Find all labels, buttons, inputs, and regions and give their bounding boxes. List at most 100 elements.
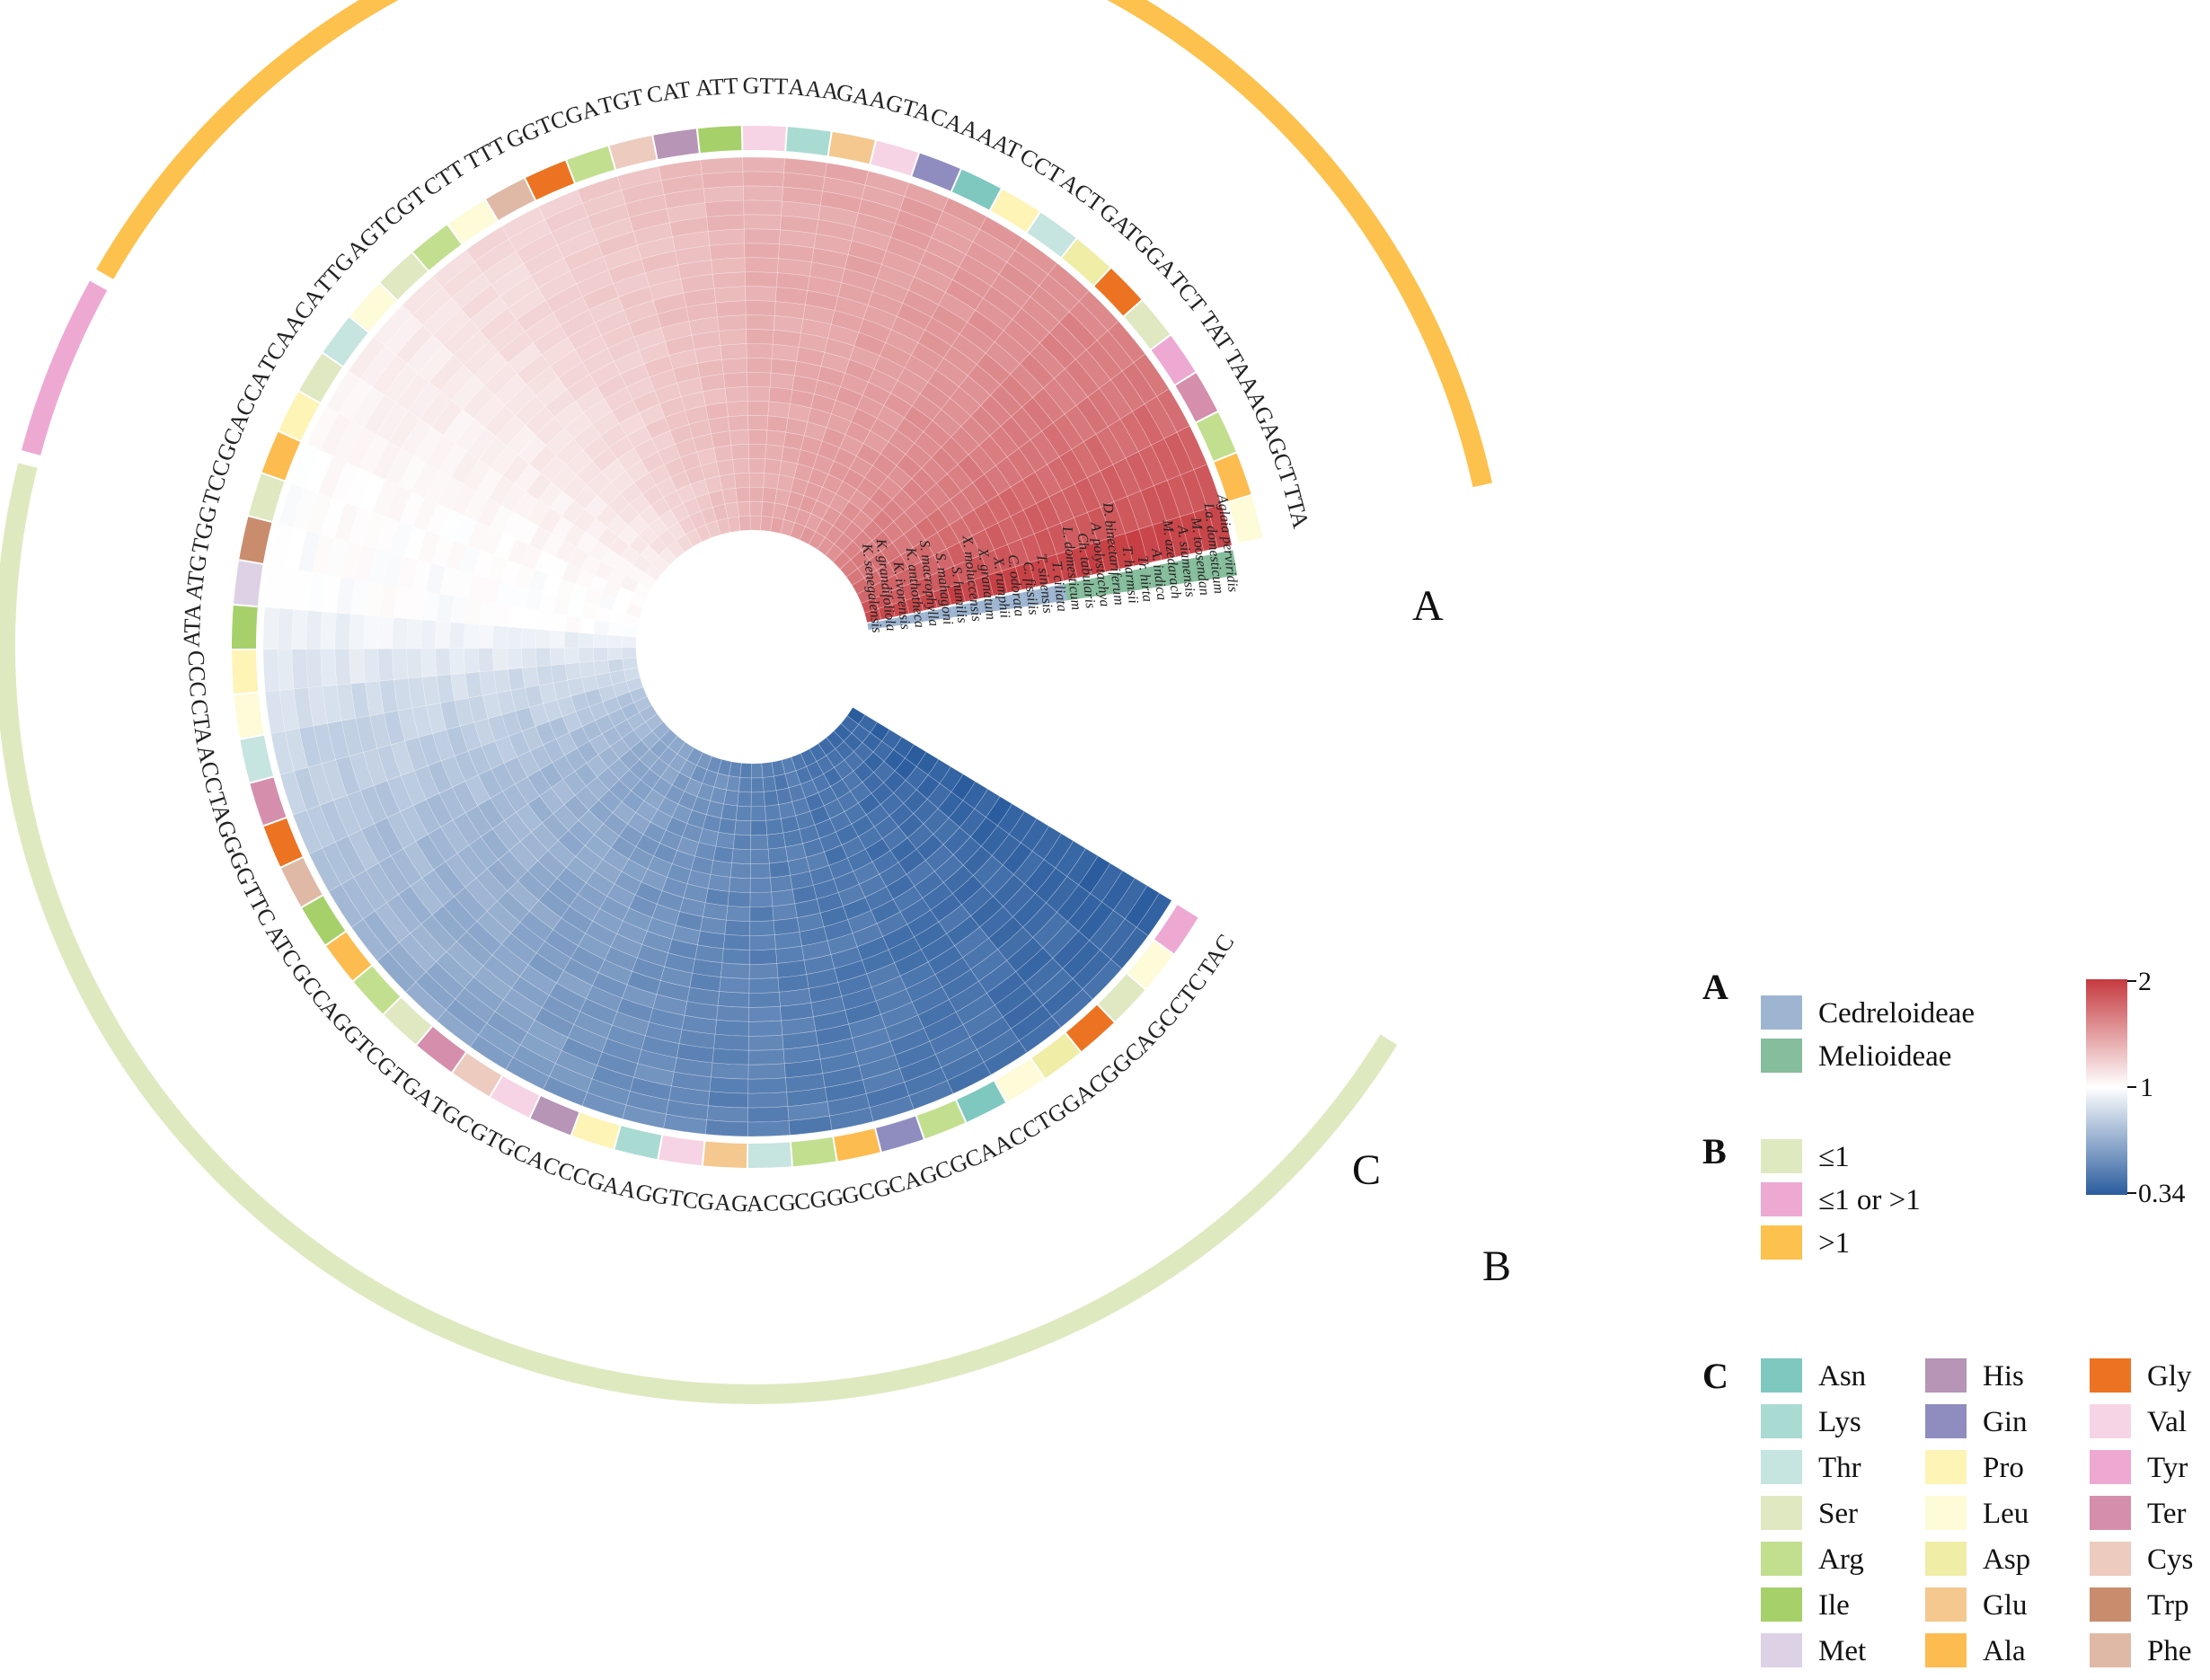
- heatmap-cell-TAA-20: [1083, 433, 1114, 472]
- heatmap-cell-TGC-17: [544, 929, 579, 959]
- heatmap-cell-CCC-19: [363, 648, 380, 683]
- heatmap-cell-GCA-21: [358, 473, 386, 513]
- heatmap-cell-ACG-1: [751, 763, 764, 779]
- heatmap-cell-GAG-23: [709, 1076, 749, 1094]
- heatmap-cell-TCG-7: [598, 789, 623, 814]
- heatmap-cell-CCG-24: [591, 1065, 634, 1092]
- heatmap-cell-GCT-11: [994, 544, 1016, 571]
- heatmap-cell-GAG-9: [729, 877, 751, 893]
- heatmap-cell-CGT-12: [563, 411, 593, 440]
- heatmap-cell-AAC-18: [899, 961, 936, 990]
- heatmap-cell-TCC-17: [403, 526, 428, 561]
- heatmap-cell-AGT-7: [597, 482, 621, 506]
- heatmap-cell-AGT-10: [566, 449, 593, 476]
- heatmap-cell-TGA-18: [510, 922, 545, 954]
- heatmap-cell-ACA-20: [419, 391, 453, 428]
- heatmap-cell-CAG-11: [816, 892, 844, 914]
- heatmap-cell-TGA-12: [566, 855, 596, 883]
- heatmap-cell-TGT-13: [668, 349, 698, 370]
- heatmap-cell-ATT-9: [726, 401, 748, 418]
- heatmap-cell-AAT-8: [839, 434, 864, 456]
- heatmap-cell-GAC-1: [818, 737, 836, 756]
- heatmap-cell-TAA-1: [852, 577, 871, 595]
- heatmap-cell-TAG-25: [293, 766, 321, 811]
- heatmap-cell-GGC-11: [915, 834, 944, 861]
- heatmap-cell-CTA-20: [350, 682, 370, 719]
- heatmap-cell-CCG-5: [686, 809, 707, 829]
- heatmap-cell-GGG-24: [319, 800, 349, 843]
- heatmap-cell-TGC-9: [610, 836, 637, 860]
- legend-c-cys-label: Cys: [2147, 1543, 2193, 1576]
- heatmap-cell-TAT-14: [995, 456, 1023, 488]
- heatmap-cell-TGC-6: [635, 800, 659, 823]
- heatmap-cell-TCC-11: [486, 554, 508, 582]
- heatmap-cell-ACA-22: [395, 372, 430, 411]
- heatmap-cell-CGA-15: [633, 327, 666, 351]
- heatmap-cell-TGG-13: [453, 570, 474, 599]
- heatmap-cell-TCG-16: [507, 880, 539, 912]
- heatmap-cell-GAC-22: [986, 971, 1026, 1006]
- heatmap-cell-GTT-15: [745, 314, 775, 331]
- heatmap-cell-TGT-4: [704, 475, 723, 494]
- heatmap-cell-GCC-6: [586, 754, 609, 778]
- heatmap-cell-GCG-23: [822, 1065, 863, 1088]
- heatmap-cell-CTC-1: [840, 715, 860, 734]
- heatmap-cell-CCC-9: [507, 648, 523, 670]
- heatmap-cell-CGG-22: [783, 1058, 824, 1079]
- heatmap-cell-CCT-23: [959, 253, 1000, 287]
- aa-block-TCG: [384, 997, 432, 1045]
- heatmap-cell-ATA-19: [363, 615, 380, 650]
- heatmap-cell-TAA-25: [1144, 395, 1178, 439]
- heatmap-cell-GGC-16: [961, 885, 994, 916]
- heatmap-cell-GAA-16: [802, 304, 835, 325]
- heatmap-cell-TTC-3: [607, 708, 628, 728]
- heatmap-cell-GGA-26: [1078, 290, 1119, 332]
- heatmap-cell-CTT-10: [599, 423, 627, 448]
- heatmap-cell-GGA-10: [921, 456, 948, 484]
- heatmap-cell-GTT-11: [747, 372, 772, 388]
- heatmap-cell-GAG-5: [734, 819, 752, 836]
- legend-c-ala-swatch: [1925, 1633, 1967, 1667]
- legend-c-gin-swatch: [1925, 1404, 1967, 1438]
- heatmap-cell-TCC-26: [278, 482, 305, 528]
- heatmap-cell-TAA-19: [1071, 441, 1101, 478]
- heatmap-cell-CTA-24: [293, 687, 314, 729]
- heatmap-cell-TCT-24: [1085, 340, 1123, 380]
- heatmap-cell-ACA-24: [371, 354, 408, 395]
- aa-block-CGG: [791, 1136, 836, 1167]
- heatmap-cell-GGT-5: [669, 470, 691, 491]
- heatmap-cell-GCT-19: [1100, 501, 1126, 538]
- heatmap-cell-AAA-7: [765, 429, 786, 447]
- heatmap-cell-CAA-22: [886, 236, 926, 264]
- heatmap-cell-AGA-10: [971, 528, 995, 556]
- heatmap-cell-ACT-24: [998, 261, 1040, 297]
- aa-block-GGG: [263, 818, 303, 867]
- heatmap-cell-AGC-2: [843, 732, 863, 753]
- heatmap-cell-CTG-5: [836, 791, 859, 812]
- heatmap-cell-ATC-15: [464, 805, 493, 838]
- heatmap-cell-GGT-26: [538, 189, 583, 220]
- heatmap-cell-TAG-3: [597, 684, 617, 703]
- heatmap-cell-CGC-9: [828, 857, 854, 880]
- heatmap-cell-GGG-7: [548, 716, 570, 739]
- heatmap-cell-AGC-18: [1003, 883, 1036, 917]
- codon-label-ACG: ACG: [746, 1189, 796, 1217]
- heatmap-cell-CAC-14: [616, 920, 648, 945]
- heatmap-cell-TTA-16: [1070, 545, 1092, 579]
- heatmap-cell-GAG-10: [727, 891, 751, 907]
- heatmap-cell-ACA-11: [526, 473, 552, 501]
- heatmap-cell-TTA-20: [1125, 528, 1148, 567]
- heatmap-cell-CGC-1: [791, 753, 808, 772]
- heatmap-cell-GTA-18: [837, 282, 873, 306]
- heatmap-cell-TTT-3: [670, 502, 690, 523]
- heatmap-cell-GCG-19: [813, 1010, 850, 1031]
- heatmap-cell-AAA-26: [783, 157, 827, 178]
- heatmap-cell-CTG-4: [830, 778, 851, 800]
- heatmap-cell-TAC-20: [1066, 848, 1099, 886]
- heatmap-cell-AGG-24: [398, 933, 437, 973]
- heatmap-cell-CTC-21: [1056, 884, 1092, 923]
- heatmap-cell-CCC-11: [478, 648, 494, 673]
- aa-block-TGG: [239, 517, 272, 563]
- heatmap-cell-GGC-3: [844, 751, 864, 772]
- heatmap-cell-CGC-23: [894, 1040, 936, 1069]
